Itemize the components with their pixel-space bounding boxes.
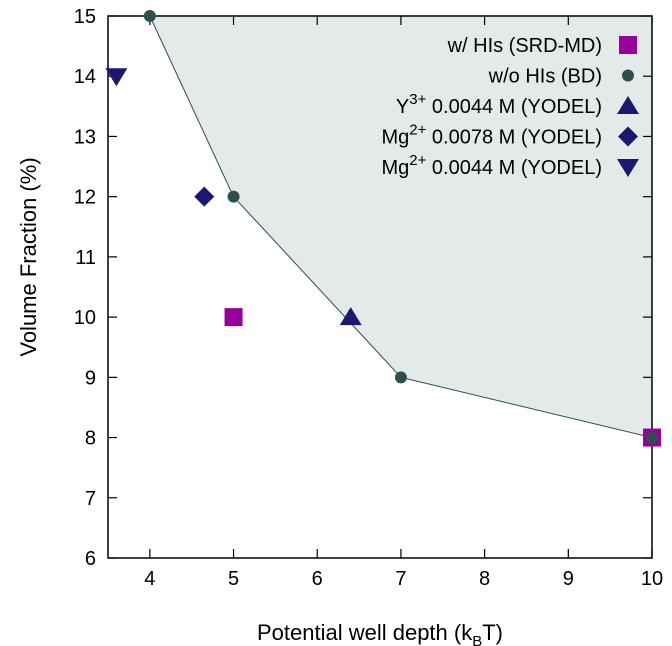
legend-marker-3 — [618, 126, 638, 147]
y-axis-label: Volume Fraction (%) — [16, 157, 41, 356]
x-tick-label-4: 8 — [479, 568, 490, 590]
legend-marker-2 — [617, 96, 639, 114]
y-tick-label-0: 6 — [85, 548, 96, 570]
x-axis-label: Potential well depth (kBT) — [257, 620, 503, 646]
point-square-0 — [224, 308, 243, 327]
legend-label-0: w/ HIs (SRD-MD) — [447, 35, 602, 57]
point-circle-3 — [646, 431, 658, 444]
legend-label-3: Mg2+ 0.0078 M (YODEL) — [381, 122, 602, 149]
x-tick-label-2: 6 — [312, 568, 323, 590]
point-circle-0 — [143, 10, 156, 22]
plot-area: 4 5 6 7 8 9 10 6 7 8 9 10 11 12 13 14 15 — [74, 6, 663, 590]
y-tick-label-3: 9 — [85, 367, 96, 389]
x-tick-label-1: 5 — [228, 568, 239, 590]
y-tick-label-8: 14 — [74, 66, 96, 88]
x-axis-label-tail: T) — [482, 620, 503, 645]
x-tick-label-0: 4 — [144, 568, 155, 590]
x-axis-label-main: Potential well depth (k — [257, 620, 473, 645]
legend-label-2: Y3+ 0.0044 M (YODEL) — [396, 91, 602, 118]
y-tick-label-4: 10 — [74, 307, 96, 329]
plot-frame — [107, 15, 653, 559]
x-tick-label-5: 9 — [563, 568, 574, 590]
legend-marker-0 — [619, 36, 637, 54]
y-tick-label-7: 13 — [74, 126, 96, 148]
x-axis-label-sub: B — [472, 633, 482, 646]
point-circle-2 — [394, 371, 407, 384]
point-diamond-0 — [194, 186, 215, 207]
y-tick-label-2: 8 — [85, 428, 96, 450]
y-tick-label-5: 11 — [75, 247, 96, 269]
point-triangle-down-0 — [105, 68, 128, 87]
x-tick-label-6: 10 — [641, 568, 663, 590]
shaded-region — [149, 16, 652, 438]
legend-label-4: Mg2+ 0.0044 M (YODEL) — [381, 152, 602, 179]
x-tick-label-3: 7 — [395, 568, 406, 590]
legend-marker-4 — [617, 159, 639, 177]
legend: w/ HIs (SRD-MD) w/o HIs (BD) Y3+ 0.0044 M … — [381, 35, 639, 179]
point-triangle-up-0 — [339, 307, 362, 326]
y-tick-label-6: 12 — [74, 187, 96, 209]
point-circle-1 — [227, 190, 240, 203]
legend-label-1: w/o HIs (BD) — [488, 66, 602, 88]
y-tick-label-1: 7 — [85, 488, 96, 510]
bd-boundary-line — [149, 15, 653, 439]
y-tick-label-9: 15 — [74, 6, 96, 28]
legend-marker-1 — [622, 69, 634, 82]
